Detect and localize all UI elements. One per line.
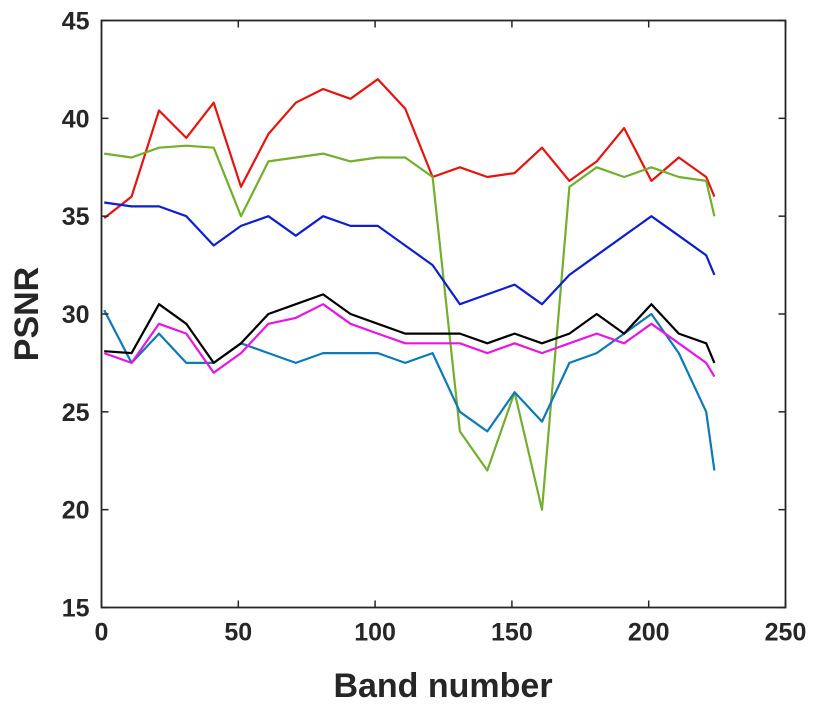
y-tick-label: 15 — [62, 595, 90, 623]
y-tick-label: 30 — [62, 301, 90, 329]
y-tick-label: 20 — [62, 497, 90, 525]
series-line-3 — [104, 201, 716, 306]
y-axis-label: PSNR — [8, 267, 46, 361]
x-tick-label: 0 — [95, 619, 109, 647]
y-tick-label: 40 — [62, 105, 90, 133]
x-tick-label: 250 — [765, 619, 807, 647]
series-layer — [103, 78, 716, 511]
series-line-6 — [103, 303, 716, 378]
series-line-5 — [104, 293, 716, 364]
axis-layer: 0 50 100 150 200 250 15 20 25 30 35 40 45 — [62, 8, 807, 647]
series-line-1 — [103, 78, 716, 219]
x-axis-label: Band number — [333, 667, 552, 705]
series-line-4 — [103, 309, 716, 471]
series-line-2 — [104, 144, 716, 511]
x-tick-label: 50 — [224, 619, 252, 647]
y-tick-label: 45 — [62, 8, 90, 36]
y-tick-label: 25 — [62, 399, 90, 427]
x-tick-label: 150 — [491, 619, 533, 647]
x-tick-label: 100 — [354, 619, 396, 647]
x-tick-label: 200 — [628, 619, 670, 647]
y-tick-label: 35 — [62, 203, 90, 231]
